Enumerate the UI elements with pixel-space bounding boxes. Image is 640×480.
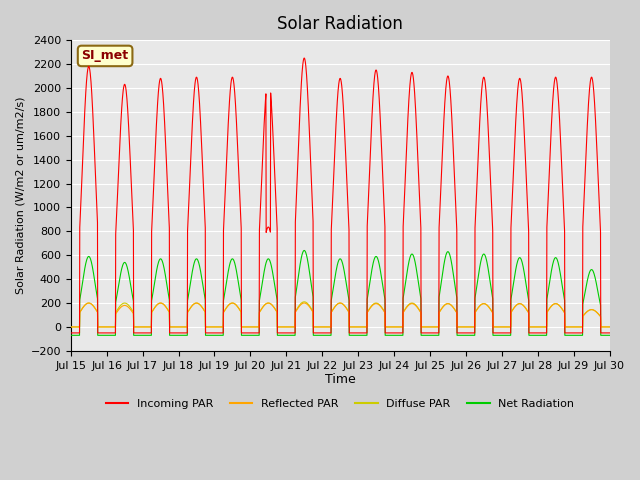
Y-axis label: Solar Radiation (W/m2 or um/m2/s): Solar Radiation (W/m2 or um/m2/s)	[15, 97, 25, 294]
X-axis label: Time: Time	[324, 373, 355, 386]
Title: Solar Radiation: Solar Radiation	[277, 15, 403, 33]
Text: SI_met: SI_met	[81, 49, 129, 62]
Legend: Incoming PAR, Reflected PAR, Diffuse PAR, Net Radiation: Incoming PAR, Reflected PAR, Diffuse PAR…	[101, 395, 579, 414]
